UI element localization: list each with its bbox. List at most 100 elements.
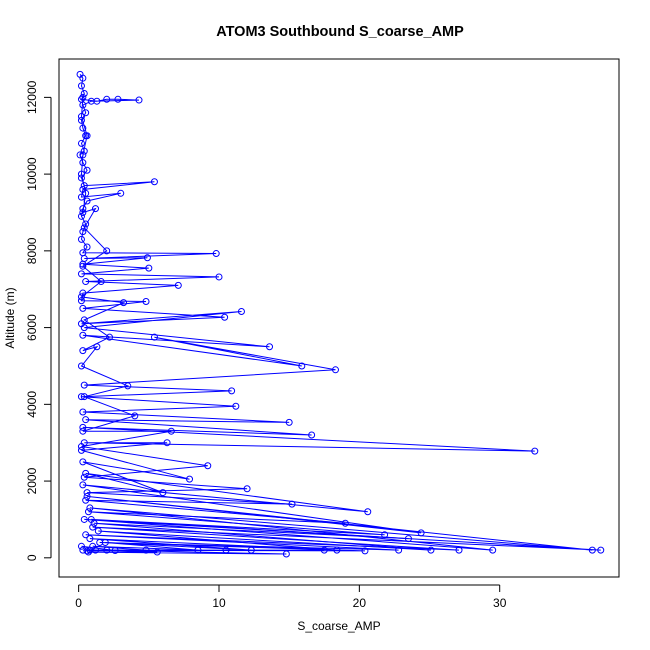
data-point <box>79 93 87 101</box>
data-point <box>80 393 88 401</box>
data-point <box>194 546 202 554</box>
data-point <box>77 212 85 220</box>
data-point <box>101 538 109 546</box>
data-point <box>232 402 240 410</box>
data-point <box>83 166 91 174</box>
data-point <box>427 546 435 554</box>
data-point <box>83 197 91 205</box>
data-point <box>87 97 95 105</box>
data-point <box>215 273 223 281</box>
data-point <box>83 132 91 140</box>
data-point <box>80 473 88 481</box>
data-point <box>417 529 425 537</box>
data-point <box>89 523 97 531</box>
series-layer <box>76 70 605 558</box>
data-point <box>82 531 90 539</box>
data-point <box>489 546 497 554</box>
data-point <box>83 243 91 251</box>
data-point <box>77 297 85 305</box>
data-point <box>103 95 111 103</box>
data-point <box>79 262 87 270</box>
data-point <box>83 547 91 555</box>
y-tick-label: 10000 <box>25 157 39 191</box>
data-point <box>79 151 87 159</box>
data-point <box>77 443 85 451</box>
data-point <box>364 508 372 516</box>
data-point <box>106 333 114 341</box>
data-point <box>404 535 412 543</box>
y-axis: 0 2000 4000 6000 8000 10000 12000 <box>25 80 52 561</box>
x-tick-label: 20 <box>353 596 367 610</box>
data-point <box>77 170 85 178</box>
y-tick-label: 4000 <box>25 391 39 418</box>
data-point <box>86 535 94 543</box>
data-point <box>82 469 90 477</box>
data-point <box>83 489 91 497</box>
data-point <box>163 439 171 447</box>
data-point <box>77 235 85 243</box>
data-point <box>82 109 90 117</box>
data-point <box>588 546 596 554</box>
data-point <box>80 381 88 389</box>
data-point <box>381 531 389 539</box>
data-point <box>79 74 87 82</box>
data-point <box>597 546 605 554</box>
data-point <box>80 224 88 232</box>
data-point <box>82 496 90 504</box>
data-point <box>79 481 87 489</box>
data-point <box>79 228 87 236</box>
data-point <box>285 418 293 426</box>
data-point <box>77 193 85 201</box>
data-point <box>308 431 316 439</box>
data-point <box>222 546 230 554</box>
data-point <box>79 331 87 339</box>
data-point <box>82 220 90 228</box>
data-point <box>531 447 539 455</box>
data-point <box>80 515 88 523</box>
data-point <box>77 446 85 454</box>
data-point <box>333 546 341 554</box>
data-point <box>143 254 151 262</box>
data-point <box>79 408 87 416</box>
data-point <box>361 547 369 555</box>
x-tick-label: 30 <box>493 596 507 610</box>
x-axis: 0 10 20 30 <box>75 584 507 610</box>
data-point <box>77 362 85 370</box>
chart-title: ATOM3 Southbound S_coarse_AMP <box>216 24 464 40</box>
data-point <box>120 299 128 307</box>
data-point <box>90 519 98 527</box>
data-point <box>204 462 212 470</box>
data-point <box>83 492 91 500</box>
data-point <box>79 208 87 216</box>
y-tick-label: 8000 <box>25 237 39 264</box>
data-point <box>97 278 105 286</box>
data-point <box>79 458 87 466</box>
data-point <box>79 546 87 554</box>
data-point <box>331 366 339 374</box>
data-point <box>94 527 102 535</box>
data-point <box>145 264 153 272</box>
data-point <box>82 278 90 286</box>
data-point <box>77 139 85 147</box>
data-point <box>341 519 349 527</box>
data-point <box>135 96 143 104</box>
data-point <box>80 90 88 98</box>
data-point <box>298 362 306 370</box>
data-point <box>455 546 463 554</box>
data-point <box>79 423 87 431</box>
x-tick-label: 10 <box>212 596 226 610</box>
data-point <box>84 508 92 516</box>
data-point <box>131 412 139 420</box>
x-axis-label: S_coarse_AMP <box>297 619 380 633</box>
data-point <box>77 113 85 121</box>
y-tick-label: 12000 <box>25 80 39 114</box>
data-point <box>77 270 85 278</box>
data-point <box>103 247 111 255</box>
data-point <box>237 307 245 315</box>
y-tick-label: 0 <box>25 554 39 561</box>
data-point <box>79 304 87 312</box>
data-point <box>186 475 194 483</box>
data-point <box>247 546 255 554</box>
data-point <box>82 189 90 197</box>
